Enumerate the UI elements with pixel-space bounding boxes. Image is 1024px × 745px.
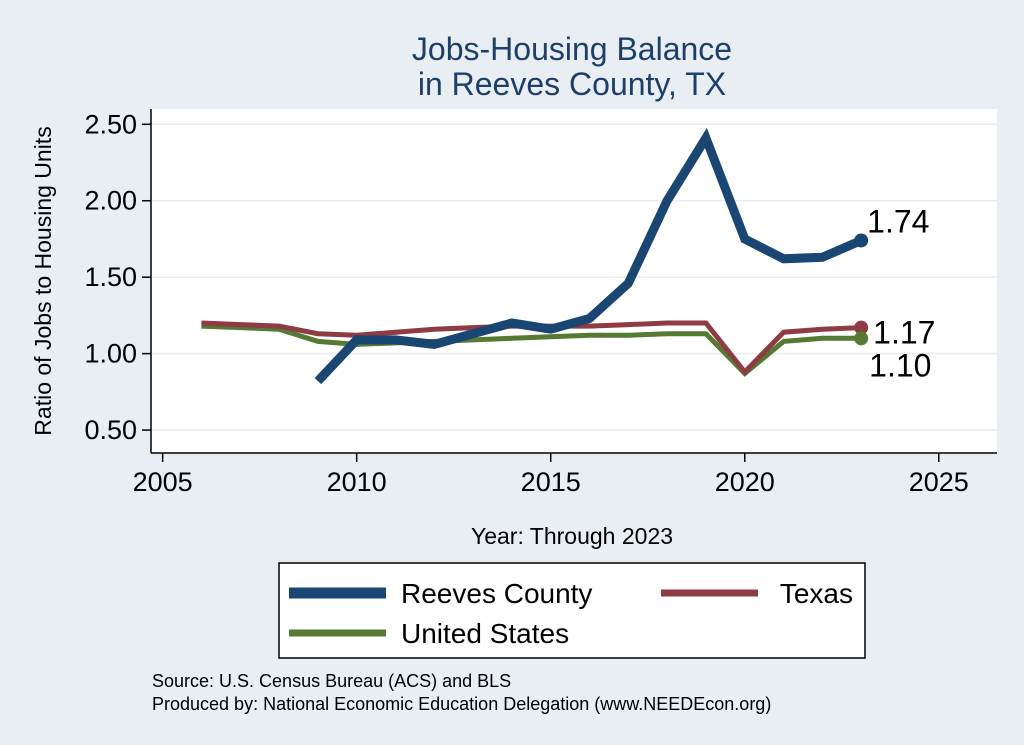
x-tick-label: 2025 xyxy=(909,467,969,497)
gridlines xyxy=(151,123,997,431)
series-line-reeves-county xyxy=(314,127,863,385)
x-tick-label: 2010 xyxy=(327,467,387,497)
y-tick-label: 2.00 xyxy=(84,186,137,216)
series-lines xyxy=(201,127,863,385)
plot-area xyxy=(151,109,997,453)
legend-label: Texas xyxy=(780,578,853,609)
y-axis: 0.50 1.00 1.50 2.00 2.50 xyxy=(84,109,152,453)
x-tick-label: 2015 xyxy=(521,467,581,497)
end-value-label: 1.74 xyxy=(867,203,929,239)
end-point-united-states xyxy=(854,331,869,346)
y-tick-label: 1.50 xyxy=(84,262,137,292)
legend-label: United States xyxy=(401,618,569,649)
y-tick-label: 1.00 xyxy=(84,339,137,369)
legend: Reeves County Texas United States xyxy=(278,562,866,659)
x-axis-label: Year: Through 2023 xyxy=(471,523,673,549)
end-point-reeves-county xyxy=(854,233,869,248)
end-value-label: 1.17 xyxy=(873,315,935,351)
x-tick-label: 2020 xyxy=(715,467,775,497)
end-labels: 1.74 1.171.10 xyxy=(854,203,935,383)
x-tick-label: 2005 xyxy=(133,467,193,497)
legend-box xyxy=(278,562,866,659)
legend-label: Reeves County xyxy=(401,578,592,609)
end-value-label: 1.10 xyxy=(869,347,931,383)
y-tick-label: 2.50 xyxy=(84,109,137,139)
y-axis-label: Ratio of Jobs to Housing Units xyxy=(30,126,56,435)
chart-subtitle: in Reeves County, TX xyxy=(418,66,726,102)
y-tick-label: 0.50 xyxy=(84,415,137,445)
end-point-texas xyxy=(854,320,869,335)
chart-title: Jobs-Housing Balance xyxy=(412,31,732,67)
source-note: Source: U.S. Census Bureau (ACS) and BLS xyxy=(152,671,511,691)
producer-note: Produced by: National Economic Education… xyxy=(152,694,771,714)
x-axis: 2005 2010 2015 2020 2025 xyxy=(133,452,997,497)
